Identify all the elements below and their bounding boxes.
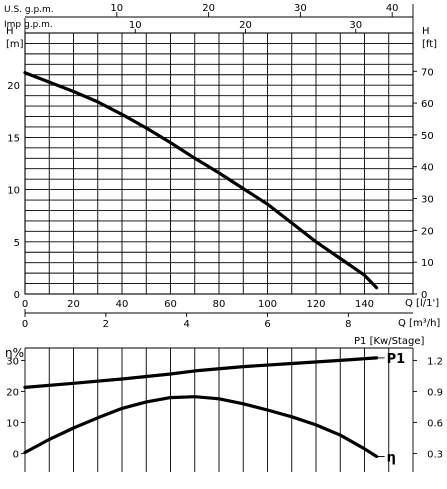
left-axis-unit: [m]: [6, 39, 24, 50]
p1-curve: [23, 356, 379, 389]
p1-axis-title: P1 [Kw/Stage]: [354, 336, 424, 347]
eta-curve: [23, 395, 379, 459]
y-tick-label-m: 15: [7, 133, 20, 144]
imp-gpm-tick-label: 30: [349, 20, 362, 31]
eta-tick-label: 0: [13, 449, 19, 460]
us-gpm-tick-label: 10: [110, 3, 123, 14]
left-axis-title: H: [6, 26, 14, 37]
x-tick-label-lmin: 60: [164, 299, 177, 310]
x-tick-label-lmin: 80: [213, 299, 226, 310]
efficiency-chart-grid: [24, 347, 414, 472]
eta-series-label: η: [387, 451, 396, 466]
imp-gpm-tick-label: 20: [239, 20, 252, 31]
efficiency-chart-labels: 0 10 20 30 0.3 0.6 0.9 1.2: [6, 356, 443, 460]
y-tick-label-ft: 70: [421, 67, 434, 78]
eta-tick-label: 10: [6, 418, 19, 429]
us-gpm-label: U.S. g.p.m.: [4, 5, 54, 15]
y-tick-label-ft: 10: [421, 258, 434, 269]
x-tick-label-m3h: 0: [22, 319, 28, 330]
efficiency-chart-curves: P1 η: [23, 352, 406, 466]
us-gpm-tick-label: 40: [386, 3, 399, 14]
p1-tick-label: 0.9: [427, 387, 443, 398]
head-chart-curves: [23, 71, 379, 290]
x-axis-m3h-label: Q [m³/h]: [398, 318, 440, 329]
x-tick-label-lmin: 0: [22, 299, 28, 310]
x-tick-label-lmin: 100: [258, 299, 277, 310]
us-gpm-tick-label: 30: [294, 3, 307, 14]
y-tick-label-m: 0: [14, 290, 20, 301]
eta-tick-label: 20: [6, 387, 19, 398]
imp-gpm-tick-label: 10: [129, 20, 142, 31]
eta-tick-label: 30: [6, 356, 19, 367]
imp-gpm-label: Imp g.p.m.: [4, 20, 53, 30]
y-tick-label-ft: 40: [421, 163, 434, 174]
us-gpm-tick-label: 20: [202, 3, 215, 14]
y-tick-label-m: 20: [7, 81, 20, 92]
y-tick-label-ft: 50: [421, 131, 434, 142]
y-tick-label-m: 5: [14, 238, 20, 249]
x-tick-label-m3h: 8: [345, 319, 351, 330]
head-curve: [23, 71, 379, 290]
eta-axis-title: η%: [5, 346, 24, 360]
x-tick-label-lmin: 120: [306, 299, 325, 310]
y-tick-label-ft: 60: [421, 99, 434, 110]
x-tick-label-lmin: 40: [116, 299, 129, 310]
p1-series-label: P1: [387, 352, 406, 367]
x-tick-label-lmin: 20: [67, 299, 80, 310]
y-tick-label-ft: 20: [421, 226, 434, 237]
right-axis-unit: [ft]: [422, 39, 437, 50]
x-tick-label-lmin: 140: [355, 299, 374, 310]
p1-tick-label: 0.6: [427, 418, 443, 429]
x-tick-label-m3h: 4: [183, 319, 189, 330]
y-tick-label-ft: 30: [421, 195, 434, 206]
x-axis-lmin-label: Q [l/1']: [405, 298, 439, 309]
y-tick-label-m: 10: [7, 186, 20, 197]
x-tick-label-m3h: 6: [264, 319, 270, 330]
head-chart-grid: [24, 4, 414, 295]
right-axis-title: H: [422, 26, 430, 37]
x-tick-label-m3h: 2: [103, 319, 109, 330]
p1-tick-label: 0.3: [427, 449, 443, 460]
y-tick-label-ft: 0: [421, 290, 427, 301]
p1-tick-label: 1.2: [427, 356, 443, 367]
